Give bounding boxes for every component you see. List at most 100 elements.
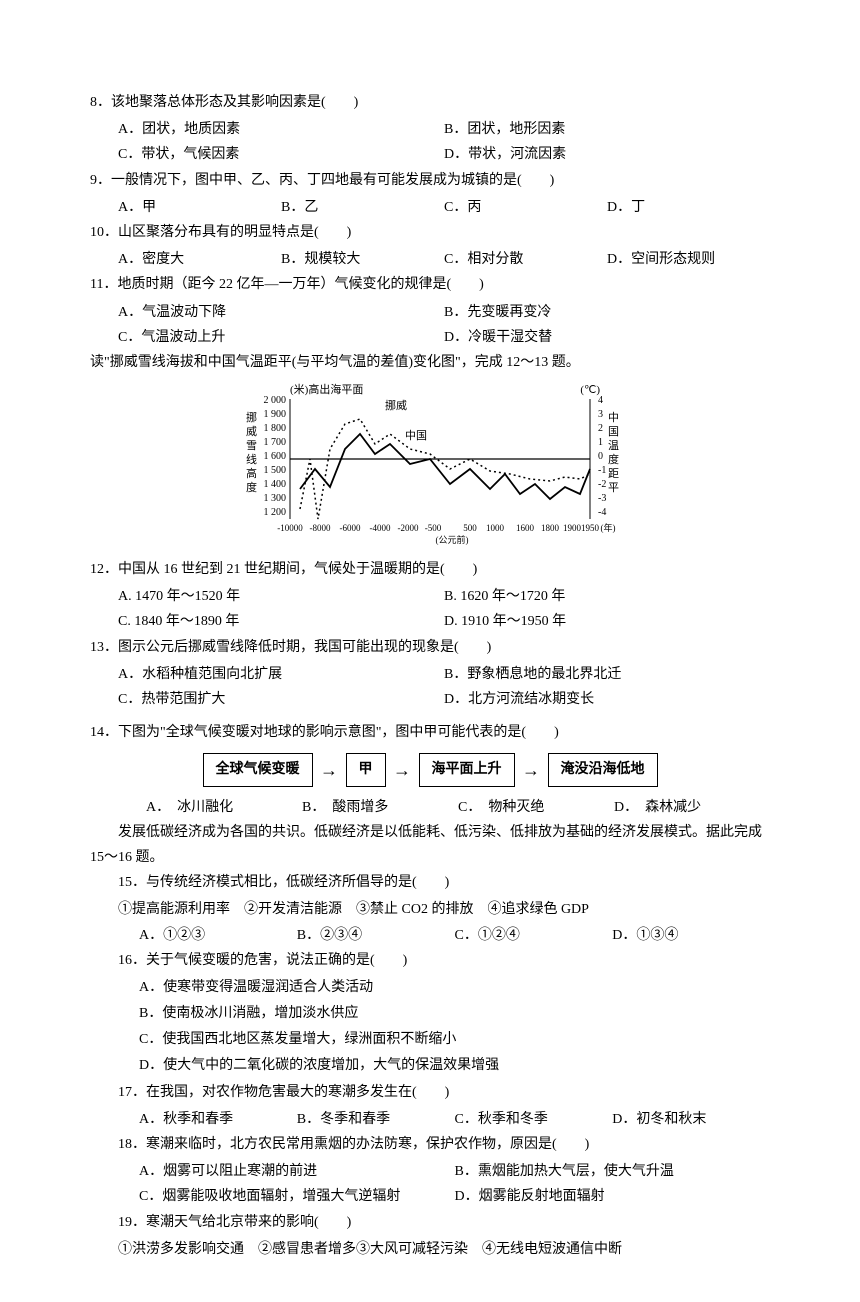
norway-line [300, 419, 590, 519]
svg-text:1950: 1950 [581, 523, 600, 533]
left-unit: (米)高出海平面 [290, 382, 363, 396]
q10-options: A．密度大 B．规模较大 C．相对分散 D．空间形态规则 [90, 247, 770, 272]
flow-box-2: 甲 [346, 753, 386, 786]
china-line [300, 434, 590, 499]
svg-text:-500: -500 [425, 523, 442, 533]
q11-c: C．气温波动上升 [118, 325, 444, 350]
q18-a: A．烟雾可以阻止寒潮的前进 [139, 1159, 455, 1184]
q15-text: 15．与传统经济模式相比，低碳经济所倡导的是( ) [90, 870, 770, 895]
q12-text: 12．中国从 16 世纪到 21 世纪期间，气候处于温暖期的是( ) [90, 557, 770, 582]
svg-text:-1: -1 [598, 465, 606, 476]
q18-options: A．烟雾可以阻止寒潮的前进B．熏烟能加热大气层，使大气升温 C．烟雾能吸收地面辐… [90, 1159, 770, 1209]
svg-text:1 900: 1 900 [264, 409, 287, 420]
svg-text:-6000: -6000 [340, 523, 361, 533]
context-12-13: 读"挪威雪线海拔和中国气温距平(与平均气温的差值)变化图"，完成 12～13 题… [90, 350, 770, 375]
q19-sub: ①洪涝多发影响交通 ②感冒患者增多③大风可减轻污染 ④无线电短波通信中断 [90, 1237, 770, 1262]
q12-options: A. 1470 年～1520 年B. 1620 年～1720 年 C. 1840… [90, 584, 770, 634]
q8-a: A．团状，地质因素 [118, 117, 444, 142]
svg-text:1 700: 1 700 [264, 437, 287, 448]
q15-b: B．②③④ [297, 923, 455, 948]
q14-options: A． 冰川融化 B． 酸雨增多 C． 物种灭绝 D． 森林减少 [90, 795, 770, 820]
q17-c: C．秋季和冬季 [455, 1107, 613, 1132]
q14-text: 14．下图为"全球气候变暖对地球的影响示意图"，图中甲可能代表的是( ) [90, 720, 770, 745]
svg-text:平: 平 [608, 482, 619, 494]
svg-text:雪: 雪 [246, 439, 257, 452]
svg-text:距: 距 [608, 467, 619, 480]
q16-c: C．使我国西北地区蒸发量增大，绿洲面积不断缩小 [139, 1027, 770, 1052]
q11-a: A．气温波动下降 [118, 300, 444, 325]
q14-d: D． 森林减少 [614, 795, 770, 820]
svg-text:1 600: 1 600 [264, 451, 287, 462]
svg-text:1 800: 1 800 [264, 423, 287, 434]
q12-a: A. 1470 年～1520 年 [118, 584, 444, 609]
svg-text:1 200: 1 200 [264, 507, 287, 518]
q13-c: C．热带范围扩大 [118, 687, 444, 712]
q15-a: A．①②③ [139, 923, 297, 948]
svg-text:度: 度 [246, 480, 257, 494]
q15-options: A．①②③ B．②③④ C．①②④ D．①③④ [90, 923, 770, 948]
svg-text:0: 0 [598, 451, 603, 462]
flow-box-4: 淹没沿海低地 [548, 753, 658, 786]
q12-b: B. 1620 年～1720 年 [444, 584, 770, 609]
arrow-icon: → [522, 754, 540, 786]
q16-b: B．使南极冰川消融，增加淡水供应 [139, 1001, 770, 1026]
flow-box-1: 全球气候变暖 [203, 753, 313, 786]
q12-c: C. 1840 年～1890 年 [118, 609, 444, 634]
q9-options: A．甲 B．乙 C．丙 D．丁 [90, 195, 770, 220]
q17-d: D．初冬和秋末 [612, 1107, 770, 1132]
q18-c: C．烟雾能吸收地面辐射，增强大气逆辐射 [139, 1184, 455, 1209]
q10-c: C．相对分散 [444, 247, 607, 272]
svg-text:线: 线 [246, 452, 257, 466]
svg-text:1000: 1000 [486, 523, 505, 533]
svg-text:-2000: -2000 [398, 523, 419, 533]
q10-text: 10．山区聚落分布具有的明显特点是( ) [90, 220, 770, 245]
svg-text:4: 4 [598, 395, 603, 406]
svg-text:中国: 中国 [405, 429, 427, 442]
q16-text: 16．关于气候变暖的危害，说法正确的是( ) [90, 948, 770, 973]
q11-options: A．气温波动下降B．先变暖再变冷 C．气温波动上升D．冷暖干湿交替 [90, 300, 770, 350]
arrow-icon: → [393, 754, 411, 786]
svg-text:2: 2 [598, 423, 603, 434]
svg-text:威: 威 [246, 425, 257, 438]
q14-c: C． 物种灭绝 [458, 795, 614, 820]
svg-text:1 500: 1 500 [264, 465, 287, 476]
svg-text:500: 500 [463, 523, 477, 533]
svg-text:2 000: 2 000 [264, 395, 287, 406]
context-15-16: 发展低碳经济成为各国的共识。低碳经济是以低能耗、低污染、低排放为基础的经济发展模… [90, 820, 770, 870]
q8-b: B．团状，地形因素 [444, 117, 770, 142]
flow-box-3: 海平面上升 [419, 753, 515, 786]
q13-b: B．野象栖息地的最北界北迁 [444, 662, 770, 687]
q17-options: A．秋季和春季 B．冬季和春季 C．秋季和冬季 D．初冬和秋末 [90, 1107, 770, 1132]
svg-text:1900: 1900 [563, 523, 582, 533]
q11-b: B．先变暖再变冷 [444, 300, 770, 325]
q9-d: D．丁 [607, 195, 770, 220]
svg-text:-4: -4 [598, 507, 606, 518]
flow-diagram: 全球气候变暖 → 甲 → 海平面上升 → 淹没沿海低地 [90, 753, 770, 786]
q13-d: D．北方河流结冰期变长 [444, 687, 770, 712]
svg-text:-4000: -4000 [370, 523, 391, 533]
q13-text: 13．图示公元后挪威雪线降低时期，我国可能出现的现象是( ) [90, 635, 770, 660]
svg-text:高: 高 [246, 466, 257, 480]
svg-text:1 300: 1 300 [264, 493, 287, 504]
q19-text: 19．寒潮天气给北京带来的影响( ) [90, 1210, 770, 1235]
q15-c: C．①②④ [455, 923, 613, 948]
left-axis-label: 挪 [246, 410, 257, 424]
q11-text: 11．地质时期（距今 22 亿年—一万年）气候变化的规律是( ) [90, 272, 770, 297]
q14-a: A． 冰川融化 [146, 795, 302, 820]
svg-text:-3: -3 [598, 493, 606, 504]
q17-b: B．冬季和春季 [297, 1107, 455, 1132]
q12-d: D. 1910 年～1950 年 [444, 609, 770, 634]
q13-a: A．水稻种植范围向北扩展 [118, 662, 444, 687]
svg-text:国: 国 [608, 425, 619, 438]
q9-b: B．乙 [281, 195, 444, 220]
q18-b: B．熏烟能加热大气层，使大气升温 [455, 1159, 771, 1184]
q17-text: 17．在我国，对农作物危害最大的寒潮多发生在( ) [90, 1080, 770, 1105]
q16-d: D．使大气中的二氧化碳的浓度增加，大气的保温效果增强 [139, 1053, 770, 1078]
q8-text: 8．该地聚落总体形态及其影响因素是( ) [90, 90, 770, 115]
q10-a: A．密度大 [118, 247, 281, 272]
svg-text:1: 1 [598, 437, 603, 448]
arrow-icon: → [320, 754, 338, 786]
svg-text:中: 中 [608, 411, 619, 424]
q18-d: D．烟雾能反射地面辐射 [455, 1184, 771, 1209]
svg-text:温: 温 [608, 439, 619, 452]
